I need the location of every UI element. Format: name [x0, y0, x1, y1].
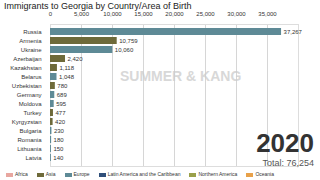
svg-text:25,000: 25,000: [196, 11, 215, 17]
html-text:2020: 2020: [256, 128, 314, 158]
svg-text:10,060: 10,060: [115, 47, 134, 53]
svg-text:Moldova: Moldova: [19, 101, 42, 107]
svg-text:Uzbekistan: Uzbekistan: [12, 83, 42, 89]
svg-text:Romania: Romania: [17, 137, 42, 143]
svg-text:30,000: 30,000: [227, 11, 246, 17]
svg-text:Ukraine: Ukraine: [21, 47, 42, 53]
svg-text:Belarus: Belarus: [21, 74, 41, 80]
svg-text:420: 420: [55, 119, 66, 125]
svg-text:Kyrgyzstan: Kyrgyzstan: [12, 119, 42, 125]
html-text:Immigrants to Georgia by Count: Immigrants to Georgia by Country/Area of…: [4, 1, 192, 11]
svg-text:37,267: 37,267: [284, 29, 303, 35]
html-text:Latin America and the Caribbea: Latin America and the Caribbean: [107, 171, 181, 177]
svg-text:2,420: 2,420: [68, 56, 84, 62]
svg-text:10,759: 10,759: [119, 38, 138, 44]
html-text:Africa: Africa: [15, 171, 28, 177]
html-text:Total: 76,254: Total: 76,254: [262, 158, 314, 168]
svg-text:Lithuania: Lithuania: [17, 146, 42, 152]
svg-text:230: 230: [54, 128, 65, 134]
svg-text:Azerbaijan: Azerbaijan: [13, 56, 41, 62]
svg-text:140: 140: [53, 155, 64, 161]
svg-text:0: 0: [49, 11, 53, 17]
svg-text:Russia: Russia: [23, 29, 42, 35]
html-text:Asia: Asia: [45, 171, 56, 177]
svg-text:15,000: 15,000: [134, 11, 153, 17]
svg-text:35,000: 35,000: [258, 11, 277, 17]
svg-text:Turkey: Turkey: [23, 110, 41, 116]
svg-text:1,048: 1,048: [59, 74, 75, 80]
html-text:Northern America: Northern America: [198, 171, 238, 177]
html-text:Oceania: Oceania: [255, 171, 274, 177]
svg-text:Armenia: Armenia: [19, 38, 42, 44]
svg-text:689: 689: [57, 92, 68, 98]
svg-text:180: 180: [54, 137, 65, 143]
svg-text:595: 595: [56, 101, 67, 107]
svg-text:Germany: Germany: [17, 92, 42, 98]
html-text:Europe: Europe: [73, 171, 90, 177]
svg-text:477: 477: [55, 110, 66, 116]
svg-text:1,118: 1,118: [59, 65, 74, 71]
svg-text:20,000: 20,000: [165, 11, 184, 17]
html-text:SUMMER & KANG: SUMMER & KANG: [120, 68, 242, 84]
svg-text:780: 780: [57, 83, 68, 89]
svg-text:Bulgaria: Bulgaria: [19, 128, 42, 134]
svg-text:10,000: 10,000: [103, 11, 122, 17]
svg-text:150: 150: [53, 146, 64, 152]
svg-text:Latvia: Latvia: [25, 155, 42, 161]
svg-text:Kazakhstan: Kazakhstan: [10, 65, 41, 71]
svg-text:5,000: 5,000: [74, 11, 90, 17]
